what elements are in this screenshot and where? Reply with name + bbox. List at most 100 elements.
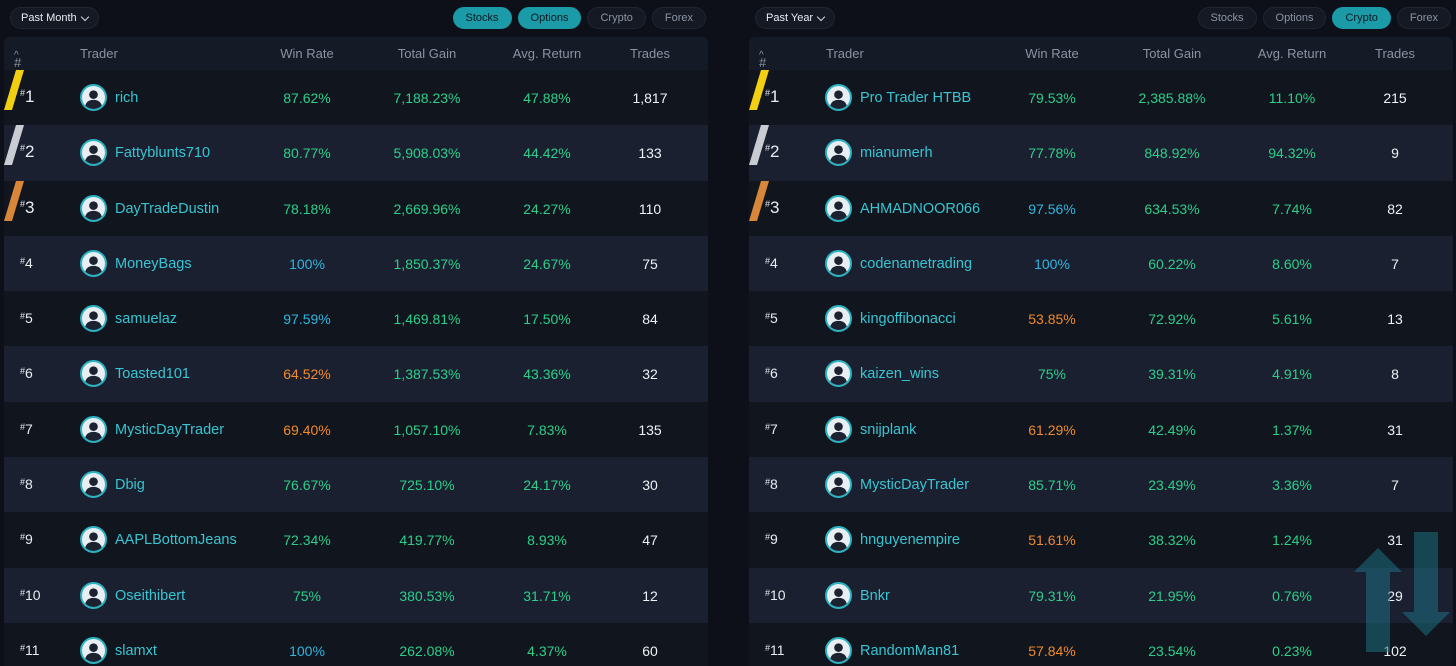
trader-name-link[interactable]: MysticDayTrader — [115, 421, 225, 438]
user-avatar-icon[interactable] — [80, 139, 107, 167]
table-row[interactable]: #11 slamxt 100% 262.08% 4.37% 60 — [4, 622, 708, 666]
trader-name-link[interactable]: Oseithibert — [115, 587, 186, 604]
table-row[interactable]: #11 RandomMan81 57.84% 23.54% 0.23% 102 — [749, 622, 1453, 666]
trader-name-link[interactable]: codenametrading — [860, 255, 973, 272]
user-avatar-icon[interactable] — [80, 581, 107, 609]
user-avatar-icon[interactable] — [825, 581, 852, 609]
rank-medal-icon — [749, 180, 769, 221]
trader-name-link[interactable]: DayTradeDustin — [115, 200, 220, 217]
table-row[interactable]: #2 Fattyblunts710 80.77% 5,908.03% 44.42% 133 — [4, 125, 708, 181]
trader-name-link[interactable]: AAPLBottomJeans — [115, 532, 237, 549]
filter-options[interactable]: Options — [1262, 7, 1327, 29]
filter-stocks[interactable]: Stocks — [452, 7, 512, 29]
total-gain-cell: 42.49% — [1148, 421, 1196, 438]
avg-return-header[interactable]: Avg. Return — [512, 46, 582, 61]
trader-name-link[interactable]: Bnkr — [860, 587, 890, 604]
user-avatar-icon[interactable] — [80, 194, 107, 222]
table-row[interactable]: #9 AAPLBottomJeans 72.34% 419.77% 8.93% 47 — [4, 512, 708, 568]
user-avatar-icon[interactable] — [825, 415, 852, 443]
total-gain-cell: 1,850.37% — [393, 255, 461, 272]
avg-return-cell: 94.32% — [1268, 145, 1316, 162]
filter-crypto[interactable]: Crypto — [1332, 7, 1391, 29]
trader-name-link[interactable]: snijplank — [860, 421, 917, 438]
trader-name-link[interactable]: RandomMan81 — [860, 642, 960, 659]
trades-cell: 84 — [642, 311, 658, 328]
table-row[interactable]: #6 Toasted101 64.52% 1,387.53% 43.36% 32 — [4, 346, 708, 402]
win-rate-cell: 80.77% — [283, 145, 331, 162]
user-avatar-icon[interactable] — [825, 360, 852, 388]
user-avatar-icon[interactable] — [80, 526, 107, 554]
user-avatar-icon[interactable] — [825, 305, 852, 333]
user-avatar-icon[interactable] — [825, 84, 852, 111]
user-avatar-icon[interactable] — [80, 415, 107, 443]
trader-name-link[interactable]: Fattyblunts710 — [115, 145, 211, 162]
trader-name-link[interactable]: hnguyenempire — [860, 532, 960, 549]
table-row[interactable]: #6 kaizen_wins 75% 39.31% 4.91% 8 — [749, 346, 1453, 402]
table-row[interactable]: #1 Pro Trader HTBB 79.53% 2,385.88% 11.10% 21… — [749, 70, 1453, 126]
filter-forex[interactable]: Forex — [651, 7, 706, 29]
user-avatar-icon[interactable] — [80, 249, 107, 277]
table-row[interactable]: #10 Oseithibert 75% 380.53% 31.71% 12 — [4, 567, 708, 623]
filter-stocks[interactable]: Stocks — [1197, 7, 1257, 29]
trader-header[interactable]: Trader — [80, 46, 118, 61]
user-avatar-icon[interactable] — [825, 194, 852, 222]
trades-cell: 29 — [1387, 587, 1403, 604]
table-row[interactable]: #9 hnguyenempire 51.61% 38.32% 1.24% 31 — [749, 512, 1453, 568]
table-row[interactable]: #4 codenametrading 100% 60.22% 8.60% 7 — [749, 235, 1453, 292]
win-rate-header[interactable]: Win Rate — [280, 46, 334, 61]
filter-options[interactable]: Options — [517, 7, 582, 29]
range-select-left[interactable]: Past Month — [10, 7, 99, 29]
user-avatar-icon[interactable] — [825, 526, 852, 554]
user-avatar-icon[interactable] — [825, 249, 852, 277]
table-row[interactable]: #2 mianumerh 77.78% 848.92% 94.32% 9 — [749, 125, 1453, 181]
trader-name-link[interactable]: slamxt — [115, 642, 157, 659]
trades-cell: 31 — [1387, 421, 1403, 438]
avg-return-header[interactable]: Avg. Return — [1257, 46, 1327, 61]
user-avatar-icon[interactable] — [80, 636, 107, 664]
user-avatar-icon[interactable] — [80, 84, 107, 111]
trades-cell: 13 — [1387, 311, 1403, 328]
trader-name-link[interactable]: MoneyBags — [115, 255, 192, 272]
trader-header[interactable]: Trader — [826, 46, 864, 61]
trades-header[interactable]: Trades — [1375, 46, 1415, 61]
table-row[interactable]: #8 Dbig 76.67% 725.10% 24.17% 30 — [4, 457, 708, 513]
table-row[interactable]: #10 Bnkr 79.31% 21.95% 0.76% 29 — [749, 567, 1453, 623]
trader-name-link[interactable]: Toasted101 — [115, 366, 190, 383]
table-row[interactable]: #5 kingoffibonacci 53.85% 72.92% 5.61% 13 — [749, 291, 1453, 347]
table-row[interactable]: #4 MoneyBags 100% 1,850.37% 24.67% 75 — [4, 235, 708, 292]
table-row[interactable]: #5 samuelaz 97.59% 1,469.81% 17.50% 84 — [4, 291, 708, 347]
table-row[interactable]: #3 DayTradeDustin 78.18% 2,669.96% 24.27% 110 — [4, 180, 708, 236]
trader-name-link[interactable]: Pro Trader HTBB — [860, 90, 972, 106]
trader-name-link[interactable]: MysticDayTrader — [860, 477, 970, 494]
table-row[interactable]: #7 snijplank 61.29% 42.49% 1.37% 31 — [749, 401, 1453, 458]
trades-header[interactable]: Trades — [630, 46, 670, 61]
table-row[interactable]: #7 MysticDayTrader 69.40% 1,057.10% 7.83% 135 — [4, 401, 708, 458]
total-gain-header[interactable]: Total Gain — [1142, 46, 1202, 61]
win-rate-cell: 51.61% — [1028, 532, 1076, 549]
user-avatar-icon[interactable] — [825, 636, 852, 664]
user-avatar-icon[interactable] — [825, 471, 852, 499]
user-avatar-icon[interactable] — [825, 139, 852, 167]
table-row[interactable]: #8 MysticDayTrader 85.71% 23.49% 3.36% 7 — [749, 457, 1453, 513]
rank-header[interactable]: # ^ — [759, 46, 766, 70]
trader-name-link[interactable]: mianumerh — [860, 145, 933, 162]
table-row[interactable]: #1 rich 87.62% 7,188.23% 47.88% 1,817 — [4, 70, 708, 126]
filter-forex[interactable]: Forex — [1396, 7, 1451, 29]
user-avatar-icon[interactable] — [80, 305, 107, 333]
trader-name-link[interactable]: kaizen_wins — [860, 366, 939, 383]
trader-name-link[interactable]: kingoffibonacci — [860, 311, 956, 328]
user-avatar-icon[interactable] — [80, 360, 107, 388]
user-avatar-icon[interactable] — [80, 471, 107, 499]
total-gain-cell: 634.53% — [1144, 200, 1200, 217]
rank-header[interactable]: # ^ — [14, 46, 21, 70]
filter-crypto[interactable]: Crypto — [587, 7, 646, 29]
table-row[interactable]: #3 AHMADNOOR066 97.56% 634.53% 7.74% 82 — [749, 180, 1453, 236]
trader-name-link[interactable]: Dbig — [115, 477, 145, 494]
range-select-right[interactable]: Past Year — [755, 7, 836, 29]
trader-name-link[interactable]: AHMADNOOR066 — [860, 200, 981, 217]
trader-name-link[interactable]: rich — [115, 90, 139, 106]
total-gain-cell: 848.92% — [1144, 145, 1200, 162]
win-rate-header[interactable]: Win Rate — [1025, 46, 1079, 61]
total-gain-header[interactable]: Total Gain — [397, 46, 457, 61]
trader-name-link[interactable]: samuelaz — [115, 311, 178, 328]
